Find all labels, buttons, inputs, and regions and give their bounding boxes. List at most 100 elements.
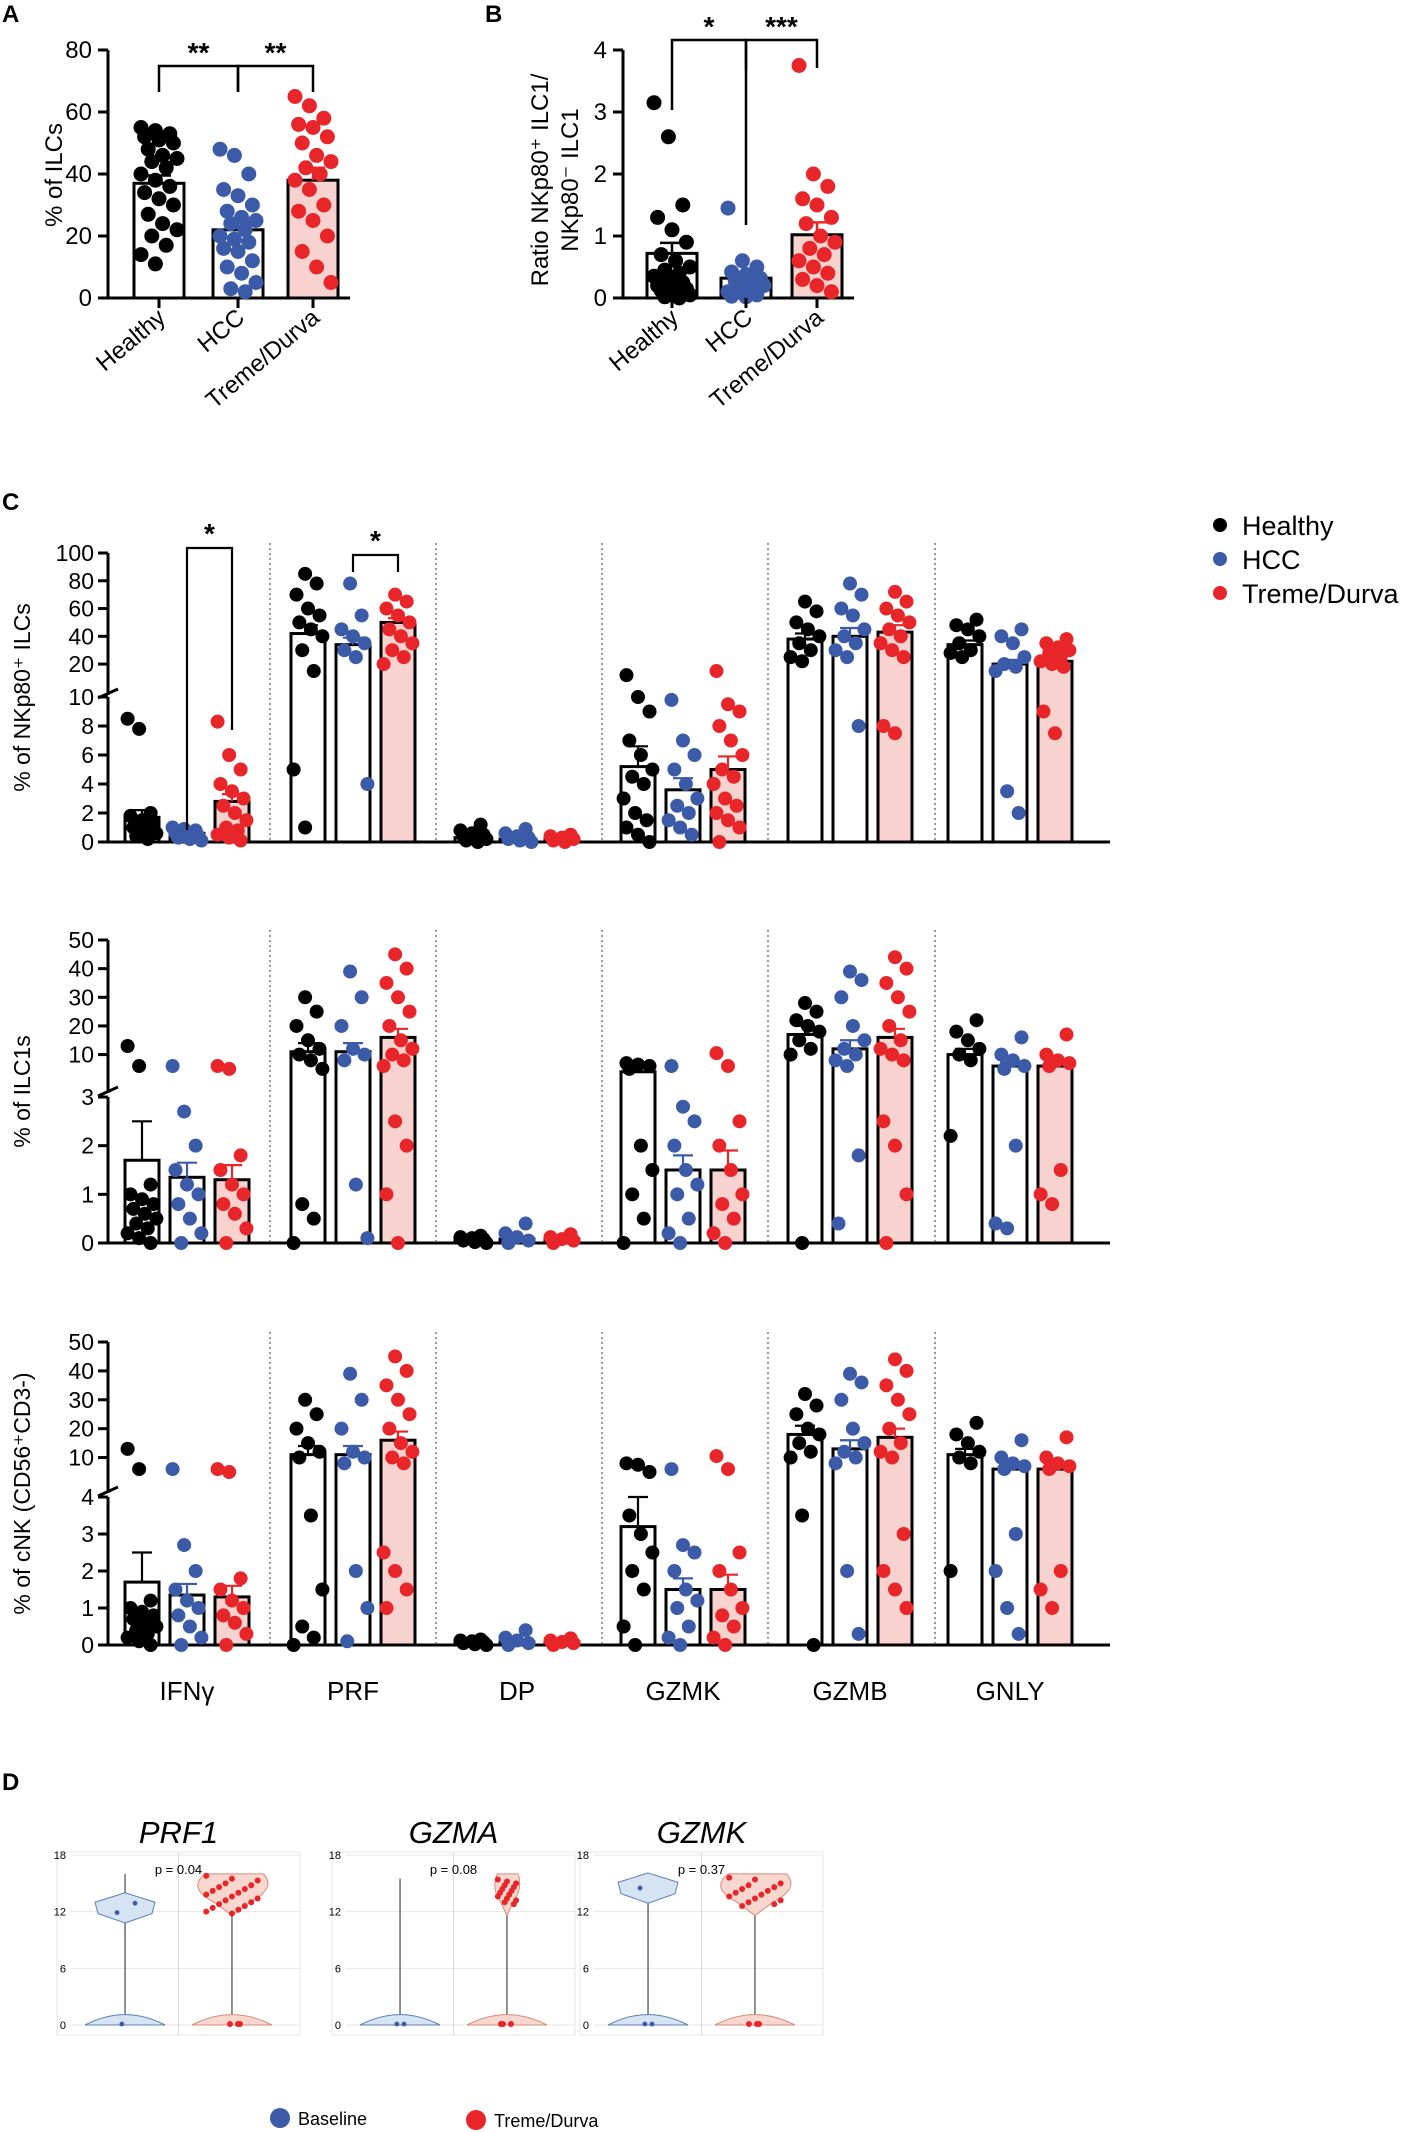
data-point xyxy=(456,1636,471,1651)
violin-point-treme xyxy=(248,1882,255,1889)
x-category-label: PRF xyxy=(327,1676,379,1706)
violin-point-baseline xyxy=(119,2021,125,2027)
data-point xyxy=(1045,657,1060,672)
data-point xyxy=(315,1582,330,1597)
data-point xyxy=(636,777,651,791)
data-point xyxy=(354,1392,369,1407)
data-point xyxy=(783,1047,798,1062)
data-point xyxy=(213,777,228,791)
x-category-label: DP xyxy=(499,1676,535,1706)
data-point xyxy=(622,733,637,748)
violin-point-treme xyxy=(758,1891,765,1898)
y-tick-label: 2 xyxy=(81,1558,94,1584)
y-tick-label: 40 xyxy=(68,623,94,649)
data-point xyxy=(628,1638,643,1652)
data-point xyxy=(319,228,335,244)
data-point xyxy=(348,1564,363,1578)
data-point xyxy=(709,806,724,820)
data-point xyxy=(949,1024,964,1039)
data-point xyxy=(294,135,310,151)
data-point xyxy=(292,1450,307,1465)
data-point xyxy=(1008,1138,1023,1153)
data-point xyxy=(557,835,572,849)
violin-point-baseline xyxy=(401,2021,407,2027)
data-point xyxy=(726,1619,741,1634)
data-point xyxy=(1039,1047,1054,1062)
data-point xyxy=(225,784,239,799)
data-point xyxy=(566,1636,581,1651)
data-point xyxy=(851,719,866,733)
data-point xyxy=(678,1582,693,1597)
data-point xyxy=(798,1386,812,1401)
data-point xyxy=(843,964,857,979)
data-point xyxy=(723,733,738,748)
data-point xyxy=(219,1638,234,1652)
data-point xyxy=(792,1033,807,1048)
data-point xyxy=(298,990,313,1005)
data-point xyxy=(960,1033,975,1048)
data-point xyxy=(721,813,735,828)
legend-hcc-marker xyxy=(1213,552,1227,566)
violin-point-treme xyxy=(494,1893,501,1900)
y-tick-label: 18 xyxy=(329,1850,341,1862)
legend-d: Baseline Treme/Durva xyxy=(270,2108,599,2131)
data-point xyxy=(177,1104,192,1119)
data-point xyxy=(459,833,474,848)
violin-point-treme xyxy=(209,1904,216,1911)
violin-point-treme xyxy=(745,2021,752,2028)
data-point xyxy=(385,1450,400,1465)
data-point xyxy=(619,1456,634,1471)
data-point xyxy=(681,1211,696,1226)
violin-panel-prf1: PRF1 0 6 12 18 p = 0.04 xyxy=(54,1815,301,2036)
data-point xyxy=(227,1206,242,1221)
data-point xyxy=(239,1221,254,1236)
data-point xyxy=(354,608,369,623)
data-point xyxy=(949,618,964,633)
data-point xyxy=(1042,645,1057,660)
data-point xyxy=(988,664,1003,679)
data-point xyxy=(732,820,747,835)
bar xyxy=(946,1453,984,1647)
data-point xyxy=(289,1018,304,1033)
data-point xyxy=(792,1436,807,1451)
data-point xyxy=(1000,1601,1015,1615)
data-point xyxy=(848,636,863,651)
y-tick-label: 0 xyxy=(335,2020,341,2032)
data-point xyxy=(969,1415,984,1430)
violin-point-treme xyxy=(745,1899,752,1906)
data-point xyxy=(706,1226,721,1241)
data-point xyxy=(216,1197,231,1212)
data-point xyxy=(843,576,857,591)
data-point xyxy=(149,1211,164,1226)
data-point xyxy=(120,1226,135,1241)
data-point xyxy=(823,284,839,300)
data-point xyxy=(212,141,228,157)
data-point xyxy=(642,835,657,849)
data-point xyxy=(1005,1053,1020,1068)
data-point xyxy=(828,643,843,658)
data-point xyxy=(323,154,339,170)
data-point xyxy=(234,265,250,281)
violin-baseline-base xyxy=(84,2014,166,2026)
violin-point-treme xyxy=(501,1899,508,1906)
panel-label-c: C xyxy=(2,489,19,516)
data-point xyxy=(795,191,811,207)
data-point xyxy=(188,1138,203,1153)
data-point xyxy=(126,1201,141,1216)
data-point xyxy=(712,1138,727,1153)
data-point xyxy=(546,1236,561,1250)
y-tick-label: 0 xyxy=(594,285,607,312)
violin-point-treme xyxy=(751,1895,758,1902)
violin-baseline-body xyxy=(94,1892,156,1924)
data-point xyxy=(405,1041,420,1056)
data-point xyxy=(633,1138,648,1153)
data-point xyxy=(645,762,660,777)
data-point xyxy=(972,629,987,644)
data-point xyxy=(396,650,411,665)
data-point xyxy=(792,636,807,651)
data-point xyxy=(715,762,730,777)
y-tick-label: 3 xyxy=(81,1521,94,1547)
data-point xyxy=(619,668,634,683)
data-point xyxy=(1048,726,1062,741)
data-point xyxy=(315,629,330,644)
